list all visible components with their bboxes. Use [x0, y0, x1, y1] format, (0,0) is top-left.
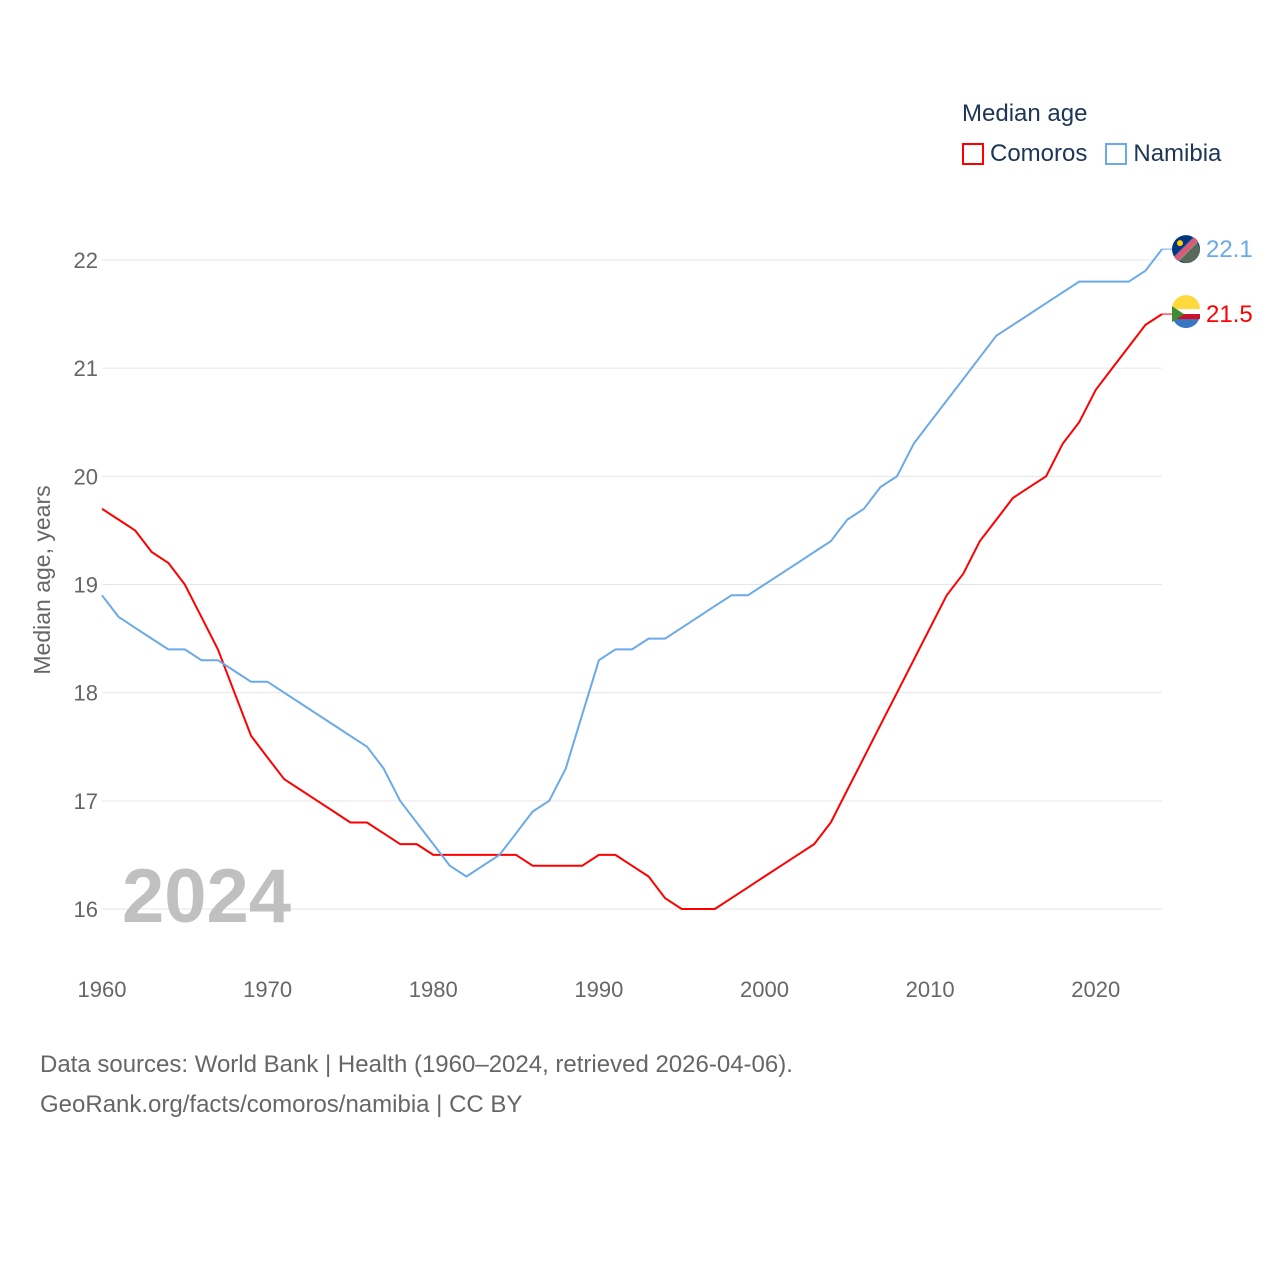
- source-note: Data sources: World Bank | Health (1960–…: [40, 1045, 793, 1125]
- legend: Median age Comoros Namibia: [962, 100, 1221, 168]
- legend-label: Comoros: [990, 140, 1088, 167]
- y-axis-label: Median age, years: [29, 485, 55, 674]
- y-tick-label: 22: [74, 248, 98, 273]
- source-line: Data sources: World Bank | Health (1960–…: [40, 1051, 793, 1078]
- year-watermark: 2024: [122, 854, 291, 939]
- flag-stripe: [1174, 237, 1198, 261]
- flag-stripe-border: [1173, 236, 1199, 262]
- y-tick-label: 18: [74, 681, 98, 706]
- legend-label: Namibia: [1133, 140, 1222, 167]
- x-tick-label: 2000: [740, 977, 789, 1002]
- y-tick-label: 16: [74, 897, 98, 922]
- y-tick-label: 17: [74, 789, 98, 814]
- source-link[interactable]: GeoRank.org/facts/comoros/namibia | CC B…: [40, 1091, 523, 1118]
- flag-red: [1172, 314, 1200, 320]
- flag-white: [1172, 309, 1200, 315]
- x-tick-label: 2020: [1071, 977, 1120, 1002]
- x-tick-label: 2010: [906, 977, 955, 1002]
- series-line-namibia: [101, 248, 1163, 878]
- y-tick-label: 21: [74, 356, 98, 381]
- legend-title: Median age: [962, 100, 1088, 127]
- flag-sun: [1177, 240, 1183, 247]
- y-tick-label: 19: [74, 572, 98, 597]
- series-line-comoros: [101, 313, 1163, 910]
- x-tick-label: 1970: [243, 977, 292, 1002]
- flag-yellow: [1172, 295, 1200, 310]
- x-tick-label: 1960: [78, 977, 127, 1002]
- flag-icon-comoros: [1172, 295, 1200, 329]
- legend-swatch-comoros: [962, 143, 984, 165]
- y-tick-label: 20: [74, 464, 98, 489]
- flag-icon-namibia: [1172, 235, 1200, 264]
- x-tick-label: 1990: [574, 977, 623, 1002]
- flag-green: [1176, 239, 1200, 264]
- x-tick-label: 1980: [409, 977, 458, 1002]
- line-chart: 16 17 18 19 20 21 22 1960 1970 1980 1990 2000 2010 2…: [29, 235, 1253, 1002]
- legend-swatch-namibia: [1105, 143, 1128, 165]
- legend-item-namibia[interactable]: Namibia: [1105, 140, 1221, 168]
- end-value-label: 22.1: [1206, 236, 1253, 263]
- legend-item-comoros[interactable]: Comoros: [962, 140, 1087, 168]
- end-value-label: 21.5: [1206, 301, 1253, 328]
- flag-triangle: [1172, 306, 1184, 323]
